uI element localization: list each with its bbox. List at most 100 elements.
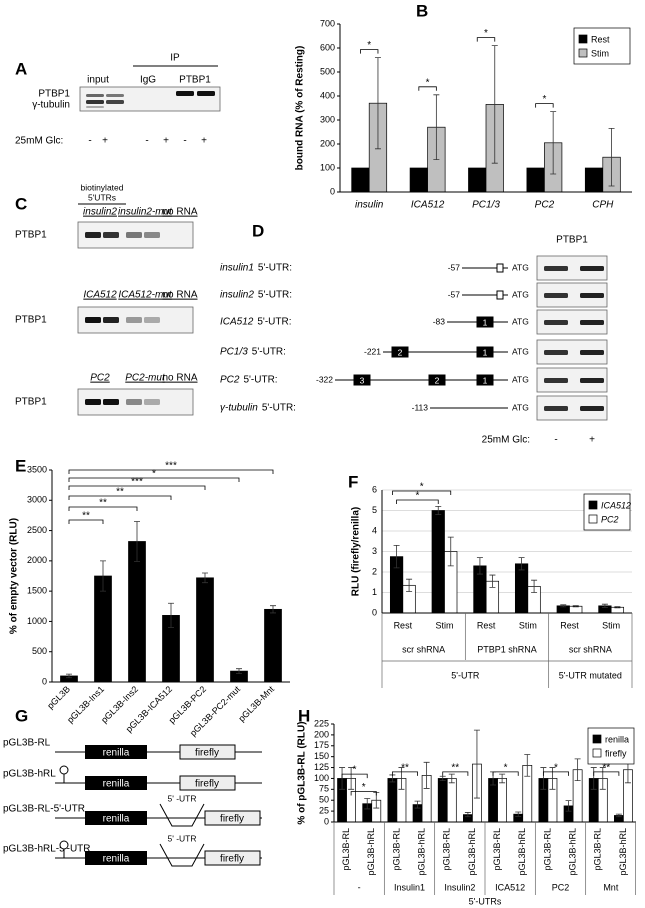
group-label: PC2 <box>552 882 570 892</box>
condition-sign: - <box>145 136 148 147</box>
y-tick-label: 3000 <box>27 495 47 505</box>
group-label: ICA512 <box>495 882 525 892</box>
utr-insert <box>159 843 205 867</box>
error-bar <box>590 767 597 790</box>
legend-label: renilla <box>605 734 629 744</box>
significance-bracket <box>350 791 377 796</box>
error-bar <box>572 605 579 608</box>
error-bar <box>614 606 621 609</box>
y-axis-label: RLU (firefly/renilla) <box>351 507 362 596</box>
start-position: -83 <box>433 316 446 326</box>
group-label: scr shRNA <box>402 644 445 654</box>
y-tick-label: 300 <box>320 114 335 124</box>
band <box>103 317 119 323</box>
y-tick-label: 100 <box>314 773 329 783</box>
renilla-label: renilla <box>103 814 130 825</box>
band <box>126 399 142 405</box>
y-tick-label: 4 <box>372 525 377 535</box>
error-bar <box>540 767 547 790</box>
utr-label: 5'-UTR: <box>243 375 277 386</box>
error-bar <box>448 773 455 784</box>
band <box>85 232 101 238</box>
panel-label: G <box>15 706 28 725</box>
utr-label: 5'-UTR: <box>257 317 291 328</box>
condition-sign: - <box>554 435 557 446</box>
y-axis-label: % of empty vector (RLU) <box>9 518 20 634</box>
error-bar <box>398 767 405 790</box>
x-tick-label: pGL3B-hRL <box>567 828 577 876</box>
legend-swatch <box>592 734 602 744</box>
utr-insert <box>159 803 205 827</box>
band <box>176 91 194 96</box>
start-position: -57 <box>448 289 461 299</box>
band <box>544 350 568 355</box>
lane-label: no RNA <box>162 290 197 301</box>
band <box>86 94 104 97</box>
band <box>580 266 604 271</box>
hairpin-loop <box>59 840 69 850</box>
y-tick-label: 1 <box>372 587 377 597</box>
error-bar <box>608 128 615 187</box>
error-bar <box>433 94 440 160</box>
x-tick-label: Rest <box>477 620 496 630</box>
significance-label: *** <box>131 477 143 488</box>
atg-label: ATG <box>512 402 529 412</box>
row-label: PTBP1 <box>15 315 47 326</box>
x-tick-label: Stim <box>602 620 620 630</box>
bar <box>387 778 398 823</box>
renilla-box <box>85 776 147 790</box>
y-tick-label: 125 <box>314 762 329 772</box>
y-tick-label: 100 <box>320 162 335 172</box>
header-label: biotinylated <box>80 182 123 192</box>
error-bar <box>134 521 140 562</box>
bar <box>584 167 604 193</box>
error-bar <box>100 560 106 592</box>
significance-label: ** <box>99 498 107 509</box>
significance-label: ** <box>401 763 409 774</box>
significance-bracket <box>391 771 418 776</box>
y-tick-label: 0 <box>42 676 47 686</box>
x-tick-label: CPH <box>592 200 614 211</box>
x-tick-label: pGL3B-RL <box>442 828 452 871</box>
x-tick-label: pGL3B-RL <box>542 828 552 871</box>
row-label: PTBP1 <box>38 89 70 100</box>
significance-label: *** <box>165 461 177 472</box>
error-bar <box>489 574 496 588</box>
bar <box>446 778 457 823</box>
firefly-label: firefly <box>195 779 219 790</box>
band <box>86 106 104 108</box>
panel-label: D <box>252 221 264 240</box>
x-tick-label: Rest <box>394 620 413 630</box>
significance-label: * <box>353 765 357 776</box>
gene-label: insulin1 <box>220 263 254 274</box>
legend-box <box>587 727 635 765</box>
atg-label: ATG <box>512 316 529 326</box>
panel-label: H <box>298 706 310 725</box>
lane-label: no RNA <box>162 207 197 218</box>
lane-label: input <box>87 75 109 86</box>
x-tick-label: pGL3B-RL <box>593 828 603 871</box>
legend-label: firefly <box>605 748 627 758</box>
y-tick-label: 175 <box>314 740 329 750</box>
error-bar <box>615 813 622 818</box>
start-position: -113 <box>412 402 429 412</box>
legend-label: Stim <box>591 48 609 58</box>
firefly-box <box>179 744 236 760</box>
group-label: Insulin1 <box>394 882 425 892</box>
exon-label: 1 <box>483 347 488 357</box>
group-label: Insulin2 <box>444 882 475 892</box>
x-tick-label: pGL3B-hRL <box>416 828 426 876</box>
significance-bracket <box>593 771 620 776</box>
atg-label: ATG <box>512 346 529 356</box>
x-tick-label: pGL3B-RL <box>391 828 401 871</box>
bar <box>196 577 214 683</box>
lane-label: insulin2-mut <box>118 207 173 218</box>
firefly-box <box>204 850 261 866</box>
band <box>106 100 124 104</box>
y-tick-label: 500 <box>320 66 335 76</box>
condition-sign: + <box>163 136 169 147</box>
condition-sign: - <box>88 136 91 147</box>
x-tick-label: pGL3B-RL <box>492 828 502 871</box>
firefly-box <box>179 775 236 791</box>
